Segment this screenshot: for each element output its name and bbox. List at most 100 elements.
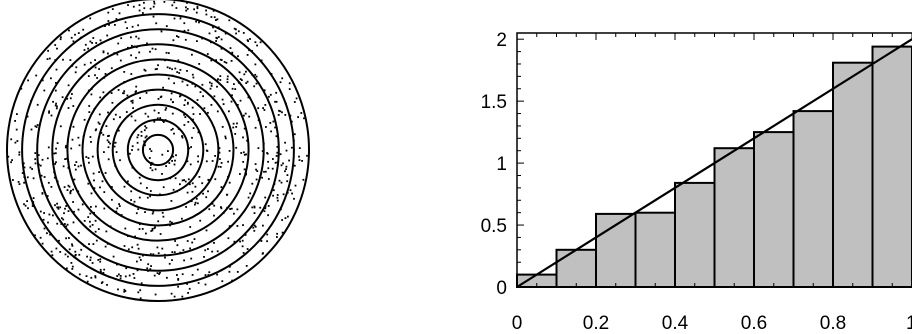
disk-point xyxy=(213,242,215,244)
disk-point xyxy=(149,50,151,53)
disk-point xyxy=(139,297,142,300)
disk-point xyxy=(245,153,247,156)
disk-point xyxy=(276,194,279,196)
disk-point xyxy=(90,141,92,143)
disk-point xyxy=(181,217,183,220)
disk-point xyxy=(47,181,50,184)
disk-point xyxy=(266,152,268,154)
disk-point xyxy=(127,180,129,183)
disk-point xyxy=(93,187,96,190)
disk-point xyxy=(150,265,152,267)
disk-point xyxy=(87,157,90,159)
disk-point xyxy=(246,54,249,56)
disk-point xyxy=(183,104,186,106)
disk-point xyxy=(266,233,269,236)
disk-point xyxy=(71,244,74,247)
disk-point xyxy=(187,29,190,32)
disk-point xyxy=(153,120,156,123)
disk-point xyxy=(88,161,90,164)
disk-point xyxy=(41,158,44,161)
disk-point xyxy=(50,114,53,117)
disk-point xyxy=(199,91,202,93)
disk-point xyxy=(160,95,163,98)
disk-point xyxy=(130,115,133,118)
disk-point xyxy=(72,188,74,191)
disk-point xyxy=(212,26,214,29)
disk-point xyxy=(187,178,190,181)
disk-point xyxy=(247,196,250,199)
disk-point xyxy=(34,152,37,154)
disk-point xyxy=(111,186,113,188)
disk-point xyxy=(234,88,237,90)
disk-point xyxy=(221,126,224,128)
disk-point xyxy=(213,95,216,98)
disk-point xyxy=(129,152,131,155)
disk-point xyxy=(196,99,199,101)
disk-point xyxy=(166,66,169,69)
histogram-bar xyxy=(634,211,676,288)
disk-point xyxy=(194,85,197,88)
disk-point xyxy=(18,183,21,185)
disk-point xyxy=(208,32,211,35)
disk-point xyxy=(41,242,44,245)
disk-point xyxy=(95,239,98,242)
disk-point xyxy=(170,292,173,295)
disk-point xyxy=(286,174,289,176)
disk-point xyxy=(137,148,140,151)
disk-point xyxy=(147,263,150,266)
disk-point xyxy=(187,292,189,294)
disk-point xyxy=(53,152,56,155)
disk-point xyxy=(196,7,199,10)
disk-point xyxy=(272,120,275,123)
disk-point xyxy=(89,61,92,64)
disk-point xyxy=(228,181,231,184)
disk-point xyxy=(34,234,36,237)
disk-point xyxy=(89,225,92,228)
disk-point xyxy=(111,198,113,201)
disk-point xyxy=(7,155,10,158)
x-tick-label: 0.4 xyxy=(662,313,689,334)
disk-point xyxy=(150,150,153,152)
disk-point xyxy=(181,80,184,83)
disk-point xyxy=(67,84,70,87)
disk-point xyxy=(31,205,34,207)
disk-point xyxy=(171,101,174,104)
disk-point xyxy=(214,178,217,181)
disk-point xyxy=(202,95,204,98)
disk-point xyxy=(11,159,13,161)
disk-point xyxy=(138,176,141,179)
disk-point xyxy=(230,207,233,210)
disk-point xyxy=(54,152,57,155)
disk-point xyxy=(291,192,293,195)
disk-point xyxy=(217,165,220,168)
disk-point xyxy=(162,121,165,123)
disk-point xyxy=(110,67,113,70)
disk-point xyxy=(256,170,259,172)
disk-point xyxy=(278,109,280,112)
y-tick-label: 0.5 xyxy=(481,216,507,237)
disk-point xyxy=(133,277,136,279)
reference-line xyxy=(516,38,912,288)
disk-point xyxy=(246,248,249,250)
disk-point xyxy=(48,110,50,113)
disk-point xyxy=(242,224,244,226)
disk-point xyxy=(92,37,95,39)
disk-point xyxy=(173,1,176,4)
disk-point xyxy=(293,101,296,103)
disk-point xyxy=(83,220,86,222)
disk-point xyxy=(204,143,207,146)
disk-point xyxy=(210,16,213,18)
disk-point xyxy=(123,245,126,247)
disk-point xyxy=(102,50,105,53)
disk-point xyxy=(139,182,142,185)
disk-point xyxy=(92,172,95,175)
disk-point xyxy=(235,146,238,149)
disk-point xyxy=(41,79,44,82)
disk-point xyxy=(91,42,93,44)
disk-point xyxy=(183,113,185,116)
disk-point xyxy=(119,116,121,119)
disk-point xyxy=(87,75,90,77)
disk-point xyxy=(220,59,223,61)
disk-point xyxy=(198,176,201,178)
y-tick-label: 1 xyxy=(496,154,507,175)
